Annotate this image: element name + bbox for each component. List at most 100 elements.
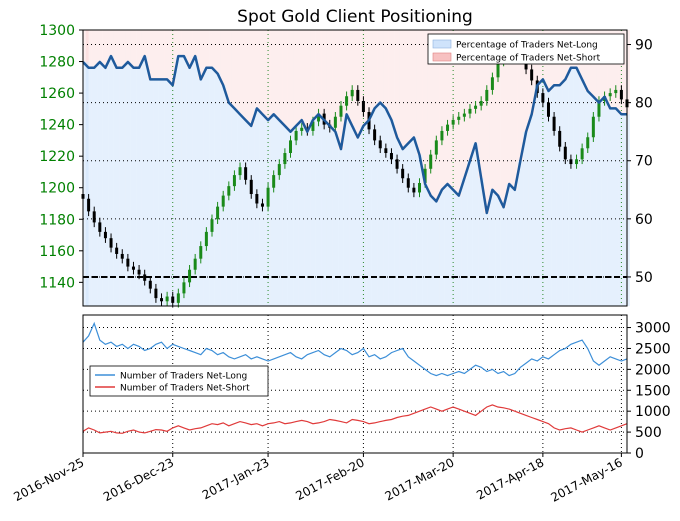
- net-long-shade: [113, 67, 120, 306]
- net-short-shade: [523, 30, 529, 132]
- price-candle: [541, 93, 545, 103]
- price-candle: [608, 93, 612, 97]
- net-long-shade: [495, 195, 501, 306]
- net-short-shade: [349, 30, 355, 126]
- net-long-shade: [500, 207, 507, 306]
- price-candle: [176, 293, 180, 303]
- net-long-shade: [310, 120, 316, 306]
- price-candle: [238, 167, 242, 176]
- price-candle: [552, 116, 556, 131]
- net-long-shade: [556, 85, 563, 306]
- x-axis: 2016-Nov-25 2016-Dec-23 2017-Jan-23 2017-Fe…: [11, 453, 625, 505]
- net-long-shade: [388, 120, 395, 306]
- price-candle: [199, 246, 203, 259]
- price-candle: [575, 159, 579, 165]
- net-long-shade: [472, 143, 479, 306]
- net-long-shade: [186, 67, 193, 306]
- net-long-shade: [545, 91, 552, 306]
- price-candle: [227, 186, 231, 196]
- net-long-shade: [506, 183, 513, 306]
- x-tick-label: 2017-May-16: [548, 455, 624, 504]
- net-long-shade: [596, 102, 602, 306]
- net-short-shade: [169, 30, 176, 86]
- price-candle: [294, 130, 298, 141]
- net-short-shade: [164, 30, 170, 80]
- net-short-shade: [130, 30, 137, 68]
- net-short-shade: [427, 30, 434, 196]
- price-candle: [468, 108, 472, 114]
- price-candle: [356, 89, 360, 101]
- percent-tick-label: 70: [635, 154, 653, 170]
- price-candle: [289, 140, 293, 154]
- price-candle: [260, 203, 264, 207]
- bottom-legend-box: [89, 365, 269, 397]
- price-candle: [457, 116, 461, 120]
- percent-tick-label: 60: [635, 212, 653, 228]
- net-long-shade: [399, 149, 406, 306]
- net-short-shade: [467, 30, 473, 161]
- net-long-shade: [203, 67, 210, 306]
- net-short-shade: [338, 30, 344, 150]
- net-long-shade: [444, 183, 451, 306]
- net-short-shade: [158, 30, 165, 80]
- price-candle: [597, 100, 601, 117]
- net-long-shade: [97, 61, 103, 307]
- net-short-shade: [97, 30, 103, 62]
- net-long-shade: [287, 131, 294, 306]
- price-tick-label: 1140: [39, 275, 75, 291]
- price-candle: [216, 206, 220, 220]
- net-short-shade: [371, 30, 378, 109]
- top-legend-box: [427, 33, 625, 65]
- net-short-shade: [596, 30, 602, 103]
- price-candle: [311, 121, 315, 131]
- net-long-shade: [226, 102, 232, 306]
- net-long-shade: [169, 85, 176, 306]
- net-long-shade: [214, 73, 221, 306]
- price-candle: [373, 129, 377, 141]
- net-short-shade: [304, 30, 311, 132]
- net-long-shade: [405, 143, 412, 306]
- net-short-shade: [136, 30, 142, 68]
- price-candle: [339, 105, 343, 117]
- count-tick-label: 1500: [635, 383, 671, 399]
- net-long-shade: [136, 67, 142, 306]
- price-candle: [143, 274, 147, 281]
- price-candle: [474, 105, 478, 109]
- net-long-shade: [282, 125, 288, 306]
- net-long-shade: [315, 114, 322, 307]
- x-tick-label: 2017-Jan-23: [200, 455, 272, 502]
- net-long-shade: [450, 189, 456, 306]
- net-long-shade: [534, 85, 541, 306]
- x-tick-label: 2016-Dec-23: [101, 455, 176, 504]
- net-long-shade: [523, 131, 529, 306]
- net-long-shade: [175, 56, 182, 306]
- net-long-shade: [551, 85, 557, 306]
- net-short-shade: [220, 30, 227, 86]
- price-candle: [300, 127, 304, 131]
- net-long-count-line: [82, 321, 628, 377]
- bottom-legend: Number of Traders Net-Long Number of Trad…: [89, 365, 269, 397]
- net-long-shade: [371, 108, 378, 306]
- net-short-shade: [388, 30, 395, 121]
- net-short-shade: [439, 30, 445, 190]
- price-candle: [479, 100, 483, 106]
- net-long-shade: [478, 178, 484, 306]
- count-tick-label: 1000: [635, 404, 671, 420]
- count-tick-label: 3000: [635, 321, 671, 337]
- net-long-shade: [562, 79, 569, 307]
- price-candle: [485, 89, 489, 101]
- net-long-shade: [147, 79, 154, 307]
- count-tick-label: 500: [635, 425, 662, 441]
- net-short-shade: [506, 30, 513, 184]
- x-tick-label: 2017-Apr-18: [474, 455, 546, 502]
- price-candle: [401, 168, 405, 179]
- net-short-shade: [355, 30, 361, 138]
- price-candle: [204, 231, 208, 247]
- net-long-shade: [568, 67, 574, 306]
- net-short-shade: [113, 30, 120, 68]
- net-short-shade: [147, 30, 154, 80]
- net-long-shade: [573, 67, 580, 306]
- price-candle: [406, 178, 410, 188]
- price-candle: [490, 77, 494, 90]
- percent-tick-label: 50: [635, 270, 653, 286]
